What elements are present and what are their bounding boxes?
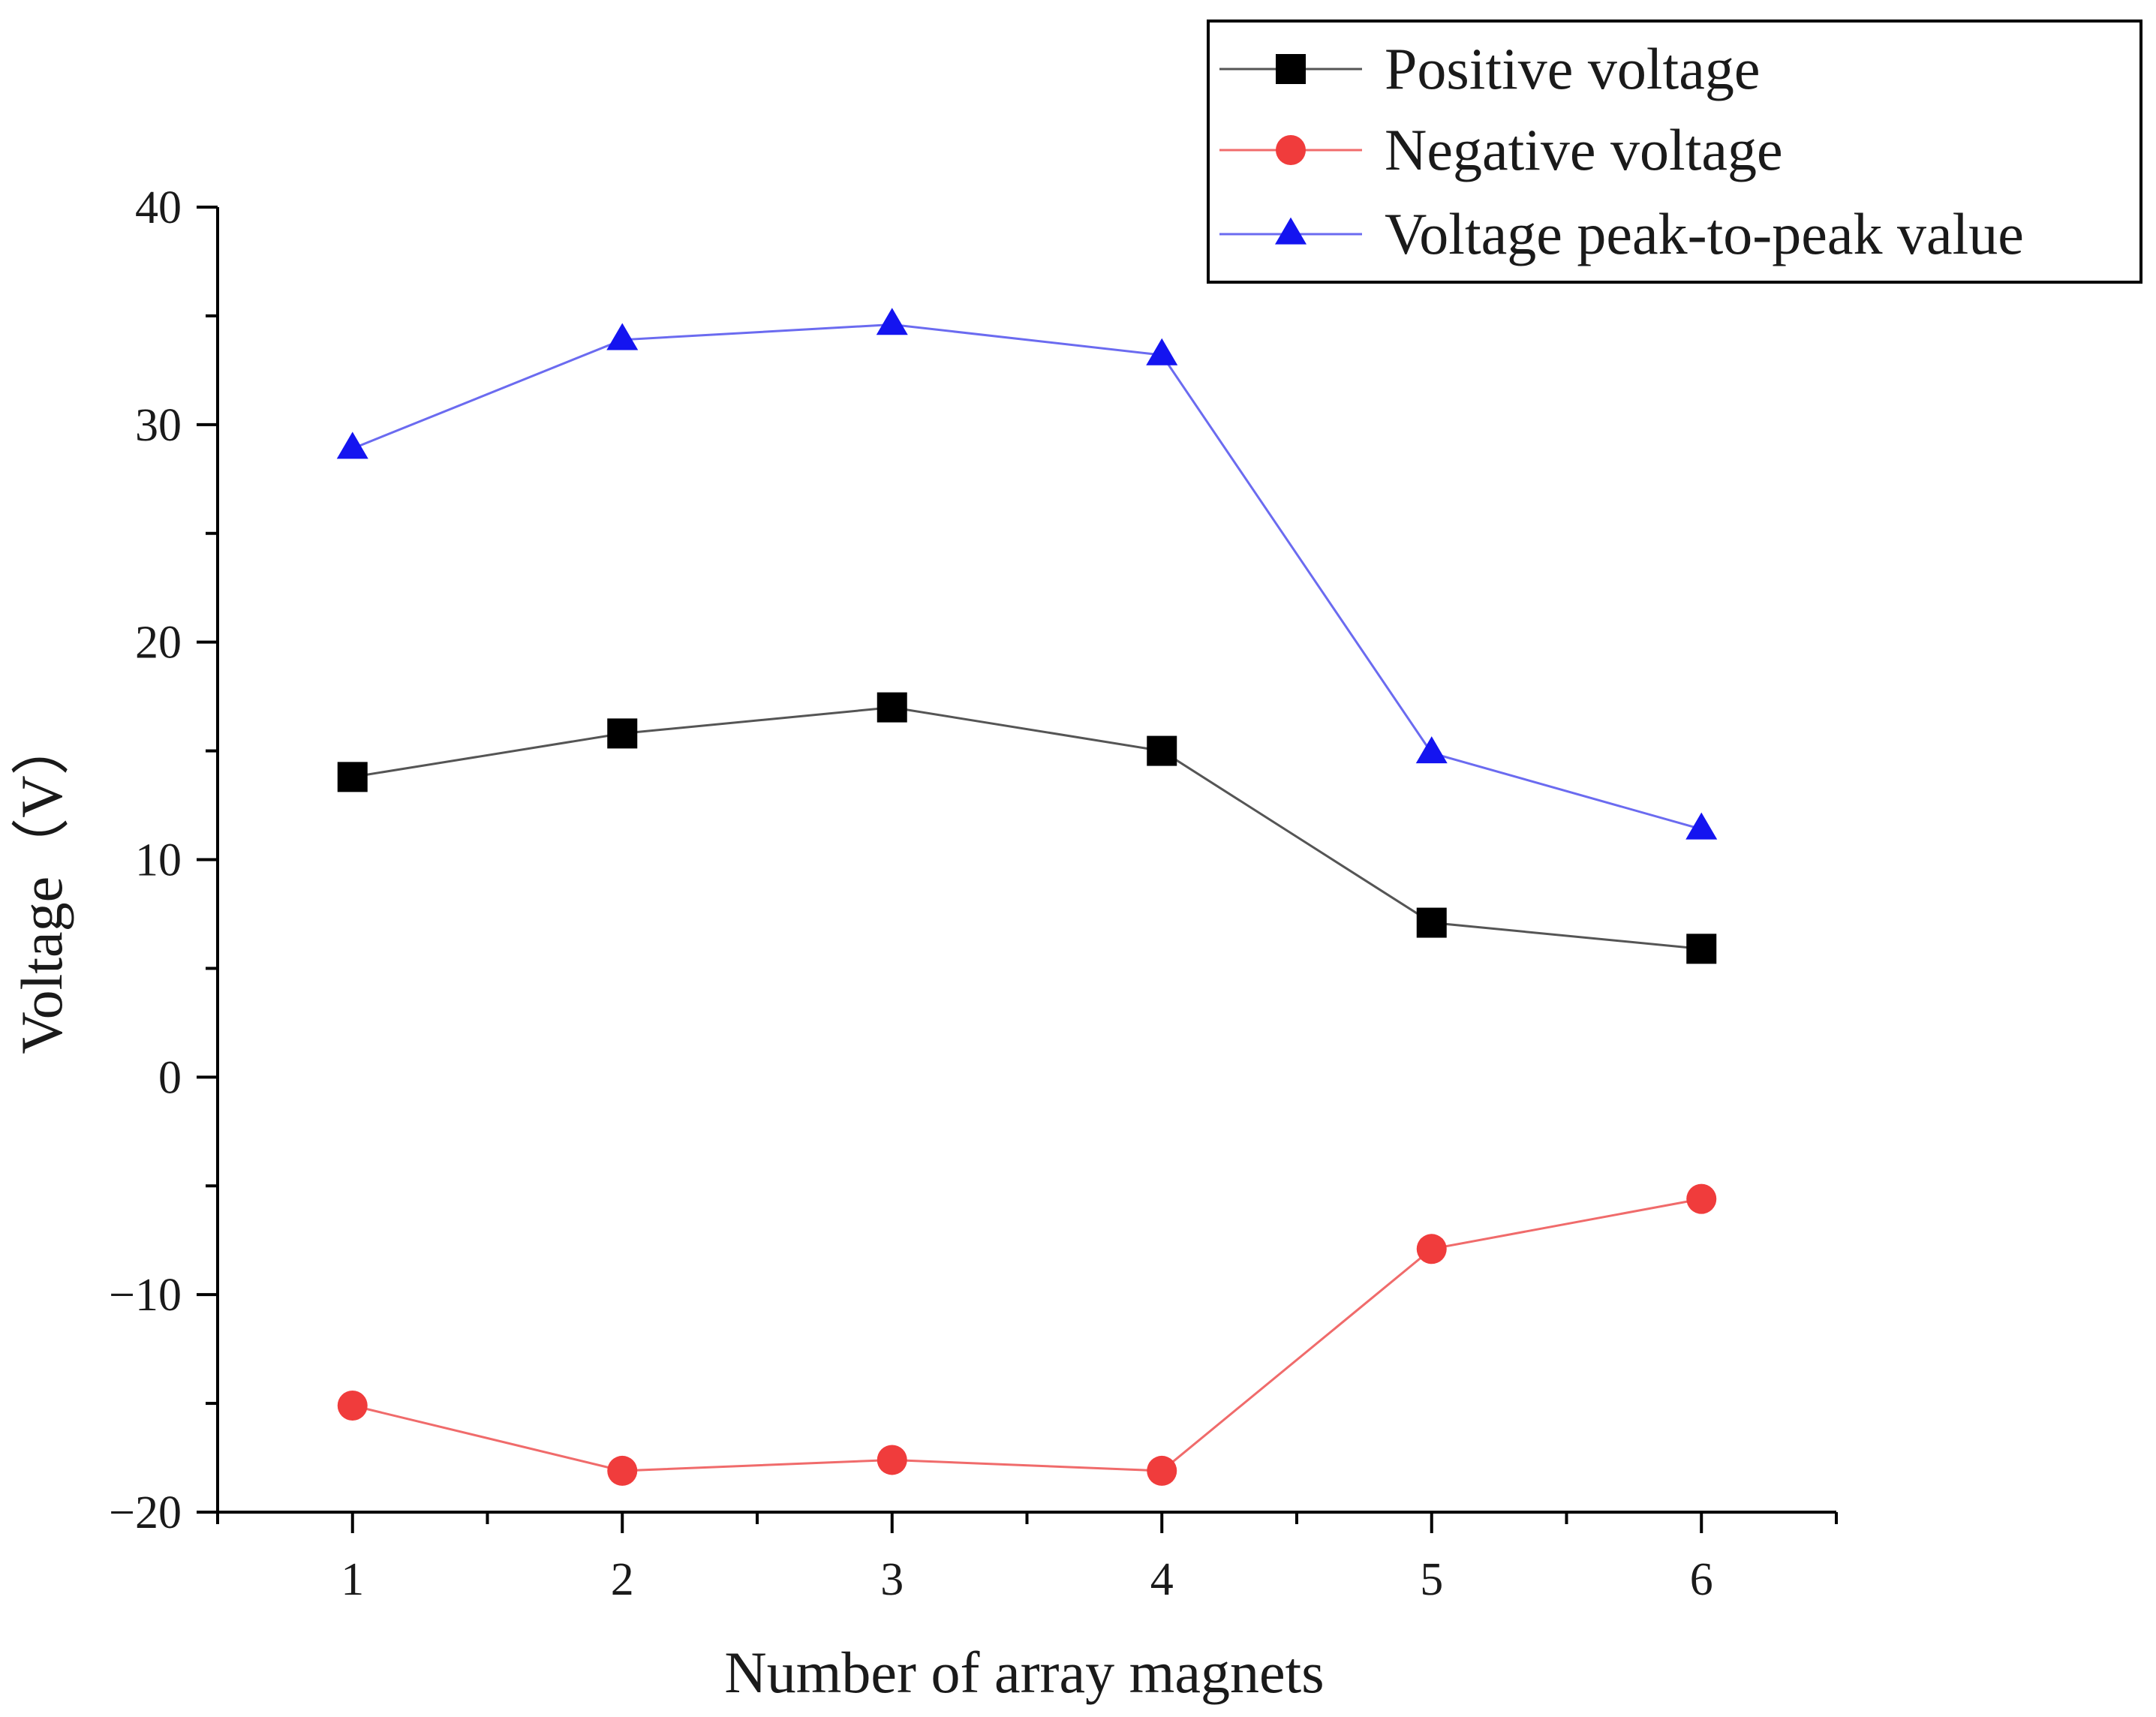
legend-label-positive-voltage: Positive voltage — [1385, 36, 1760, 101]
x-tick-label-2: 2 — [611, 1554, 634, 1605]
data-point-positive-voltage-6 — [1686, 934, 1717, 964]
series-line-negative-voltage — [352, 1198, 1702, 1472]
data-point-negative-voltage-2 — [607, 1455, 638, 1486]
data-point-negative-voltage-5 — [1416, 1234, 1447, 1264]
legend-label-voltage-peak-to-peak-value: Voltage peak-to-peak value — [1385, 201, 2024, 266]
x-tick-label-3: 3 — [880, 1554, 904, 1605]
y-tick-label-10: 10 — [135, 835, 182, 886]
y-tick-label-20: 20 — [135, 618, 182, 669]
x-tick-label-5: 5 — [1420, 1554, 1443, 1605]
series-line-voltage-peak-to-peak-value — [352, 323, 1702, 831]
x-tick-label-1: 1 — [341, 1554, 364, 1605]
data-point-voltage-peak-to-peak-value-4 — [1146, 338, 1178, 365]
data-point-positive-voltage-5 — [1416, 907, 1447, 938]
data-point-negative-voltage-6 — [1686, 1183, 1717, 1214]
x-axis-title: Number of array magnets — [724, 1640, 1324, 1705]
ticks: 1 2 3 4 5 6 −20 −10 0 10 20 30 40 — [109, 182, 1838, 1605]
y-axis-title: Voltage（V） — [9, 717, 74, 1054]
data-point-voltage-peak-to-peak-value-2 — [606, 323, 639, 350]
data-point-voltage-peak-to-peak-value-3 — [876, 308, 908, 335]
data-point-voltage-peak-to-peak-value-5 — [1415, 736, 1448, 764]
data-point-negative-voltage-1 — [337, 1390, 368, 1421]
legend: Positive voltage Negative voltage Voltage … — [1207, 20, 2142, 284]
data-point-positive-voltage-4 — [1147, 735, 1177, 766]
data-point-positive-voltage-3 — [877, 692, 907, 723]
data-point-positive-voltage-1 — [337, 762, 368, 792]
y-tick-label--10: −10 — [109, 1270, 182, 1321]
data-point-negative-voltage-3 — [877, 1445, 907, 1475]
y-tick-label-30: 30 — [135, 400, 182, 451]
data-point-voltage-peak-to-peak-value-6 — [1685, 812, 1718, 840]
y-tick-label-40: 40 — [135, 182, 182, 233]
axes — [216, 207, 1836, 1514]
series-markers — [336, 308, 1718, 1486]
legend-label-negative-voltage: Negative voltage — [1385, 117, 1783, 182]
y-tick-label-0: 0 — [158, 1052, 182, 1103]
data-point-negative-voltage-4 — [1147, 1455, 1177, 1486]
series-lines — [352, 323, 1702, 1472]
legend-box — [1207, 20, 2142, 284]
x-tick-label-6: 6 — [1690, 1554, 1713, 1605]
y-tick-label--20: −20 — [109, 1487, 182, 1538]
series-line-positive-voltage — [352, 706, 1702, 950]
legend-marker-positive-voltage — [1276, 54, 1306, 84]
data-point-voltage-peak-to-peak-value-1 — [336, 432, 368, 459]
legend-marker-voltage-peak-to-peak-value — [1275, 217, 1307, 245]
legend-marker-negative-voltage — [1276, 135, 1306, 165]
x-tick-label-4: 4 — [1150, 1554, 1174, 1605]
data-point-positive-voltage-2 — [607, 718, 638, 749]
